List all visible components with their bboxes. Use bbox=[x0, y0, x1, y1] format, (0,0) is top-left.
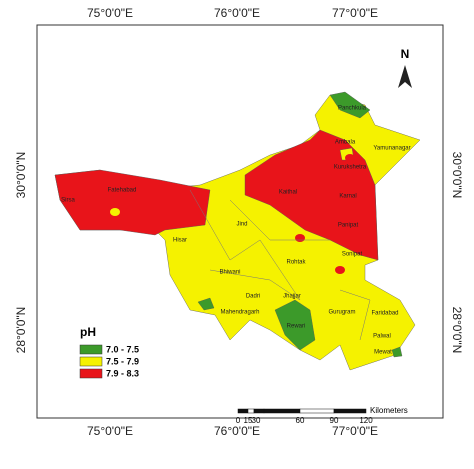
scale-bar-segment bbox=[247, 408, 255, 414]
legend-swatch bbox=[79, 344, 103, 355]
district-label: Mewat bbox=[374, 350, 392, 356]
district-label: Yamunanagar bbox=[373, 146, 410, 152]
axis-label-left: 28°0'0"N bbox=[14, 307, 28, 354]
scale-tick: 0 bbox=[236, 416, 241, 425]
district-border bbox=[209, 269, 301, 301]
axis-label-top: 76°0'0"E bbox=[214, 6, 260, 20]
district-label: Ambala bbox=[335, 140, 356, 146]
axis-label-left: 30°0'0"N bbox=[14, 152, 28, 199]
district-label: Hisar bbox=[173, 238, 187, 244]
axis-label-right: 28°0'0"N bbox=[450, 307, 464, 354]
legend-label: 7.0 - 7.5 bbox=[106, 344, 139, 354]
district-label: Dadri bbox=[246, 294, 260, 300]
scale-unit: Kilometers bbox=[370, 406, 408, 415]
hotspot bbox=[245, 271, 255, 279]
district-label: Kurukshetra bbox=[334, 165, 367, 171]
hotspot bbox=[165, 231, 175, 239]
north-arrow bbox=[398, 65, 412, 88]
axis-label-top: 77°0'0"E bbox=[332, 6, 378, 20]
axis-label-top: 75°0'0"E bbox=[87, 6, 133, 20]
axis-label-right: 30°0'0"N bbox=[450, 152, 464, 199]
district-label: Faridabad bbox=[371, 311, 398, 317]
district-label: Panchkula bbox=[338, 106, 367, 112]
district-label: Rewari bbox=[287, 324, 306, 330]
hotspot bbox=[110, 208, 120, 216]
scale-bar-segment bbox=[333, 408, 367, 414]
axis-label-bottom: 75°0'0"E bbox=[87, 424, 133, 438]
district-label: Panipat bbox=[338, 223, 359, 229]
district-label: Kaithal bbox=[279, 190, 297, 196]
scale-bar-segment bbox=[253, 408, 265, 414]
region bbox=[274, 299, 316, 351]
region bbox=[391, 346, 403, 358]
hotspot bbox=[345, 154, 355, 162]
district-border bbox=[229, 199, 330, 241]
regions bbox=[54, 91, 421, 371]
scale-tick: 15 bbox=[244, 416, 253, 425]
north-label: N bbox=[401, 47, 410, 61]
legend-title: pH bbox=[80, 325, 96, 339]
scale-bar-segment bbox=[237, 408, 249, 414]
district-label: Rohtak bbox=[286, 260, 306, 266]
region bbox=[197, 297, 215, 311]
scale-tick: 90 bbox=[330, 416, 339, 425]
legend-label: 7.5 - 7.9 bbox=[106, 356, 139, 366]
region bbox=[244, 129, 379, 261]
district-label: Gurugram bbox=[328, 310, 355, 316]
district-label: Sonipat bbox=[342, 252, 363, 258]
hotspot bbox=[335, 266, 345, 274]
district-label: Karnal bbox=[339, 194, 356, 200]
legend-swatch bbox=[79, 368, 103, 379]
district-label: Bhiwani bbox=[219, 270, 240, 276]
scale-tick: 60 bbox=[296, 416, 305, 425]
district-label: Mahendragarh bbox=[220, 310, 259, 316]
scale-tick: 120 bbox=[359, 416, 373, 425]
district-border bbox=[339, 289, 371, 341]
axis-label-bottom: 76°0'0"E bbox=[214, 424, 260, 438]
district-label: Fatehabad bbox=[108, 188, 137, 194]
hotspot bbox=[295, 234, 305, 242]
district-label: Palwal bbox=[373, 334, 391, 340]
district-label: Jind bbox=[236, 222, 247, 228]
scale-bar-segment bbox=[299, 408, 335, 414]
region bbox=[329, 91, 371, 119]
legend-swatch bbox=[79, 356, 103, 367]
axis-label-bottom: 77°0'0"E bbox=[332, 424, 378, 438]
legend-label: 7.9 - 8.3 bbox=[106, 368, 139, 378]
district-label: Sirsa bbox=[61, 198, 75, 204]
district-label: Jhajjar bbox=[283, 294, 301, 300]
scale-tick: 30 bbox=[252, 416, 261, 425]
north-arrow-shape bbox=[398, 65, 412, 88]
region bbox=[54, 169, 211, 236]
district-border bbox=[189, 189, 301, 301]
scale-bar-segment bbox=[263, 408, 301, 414]
